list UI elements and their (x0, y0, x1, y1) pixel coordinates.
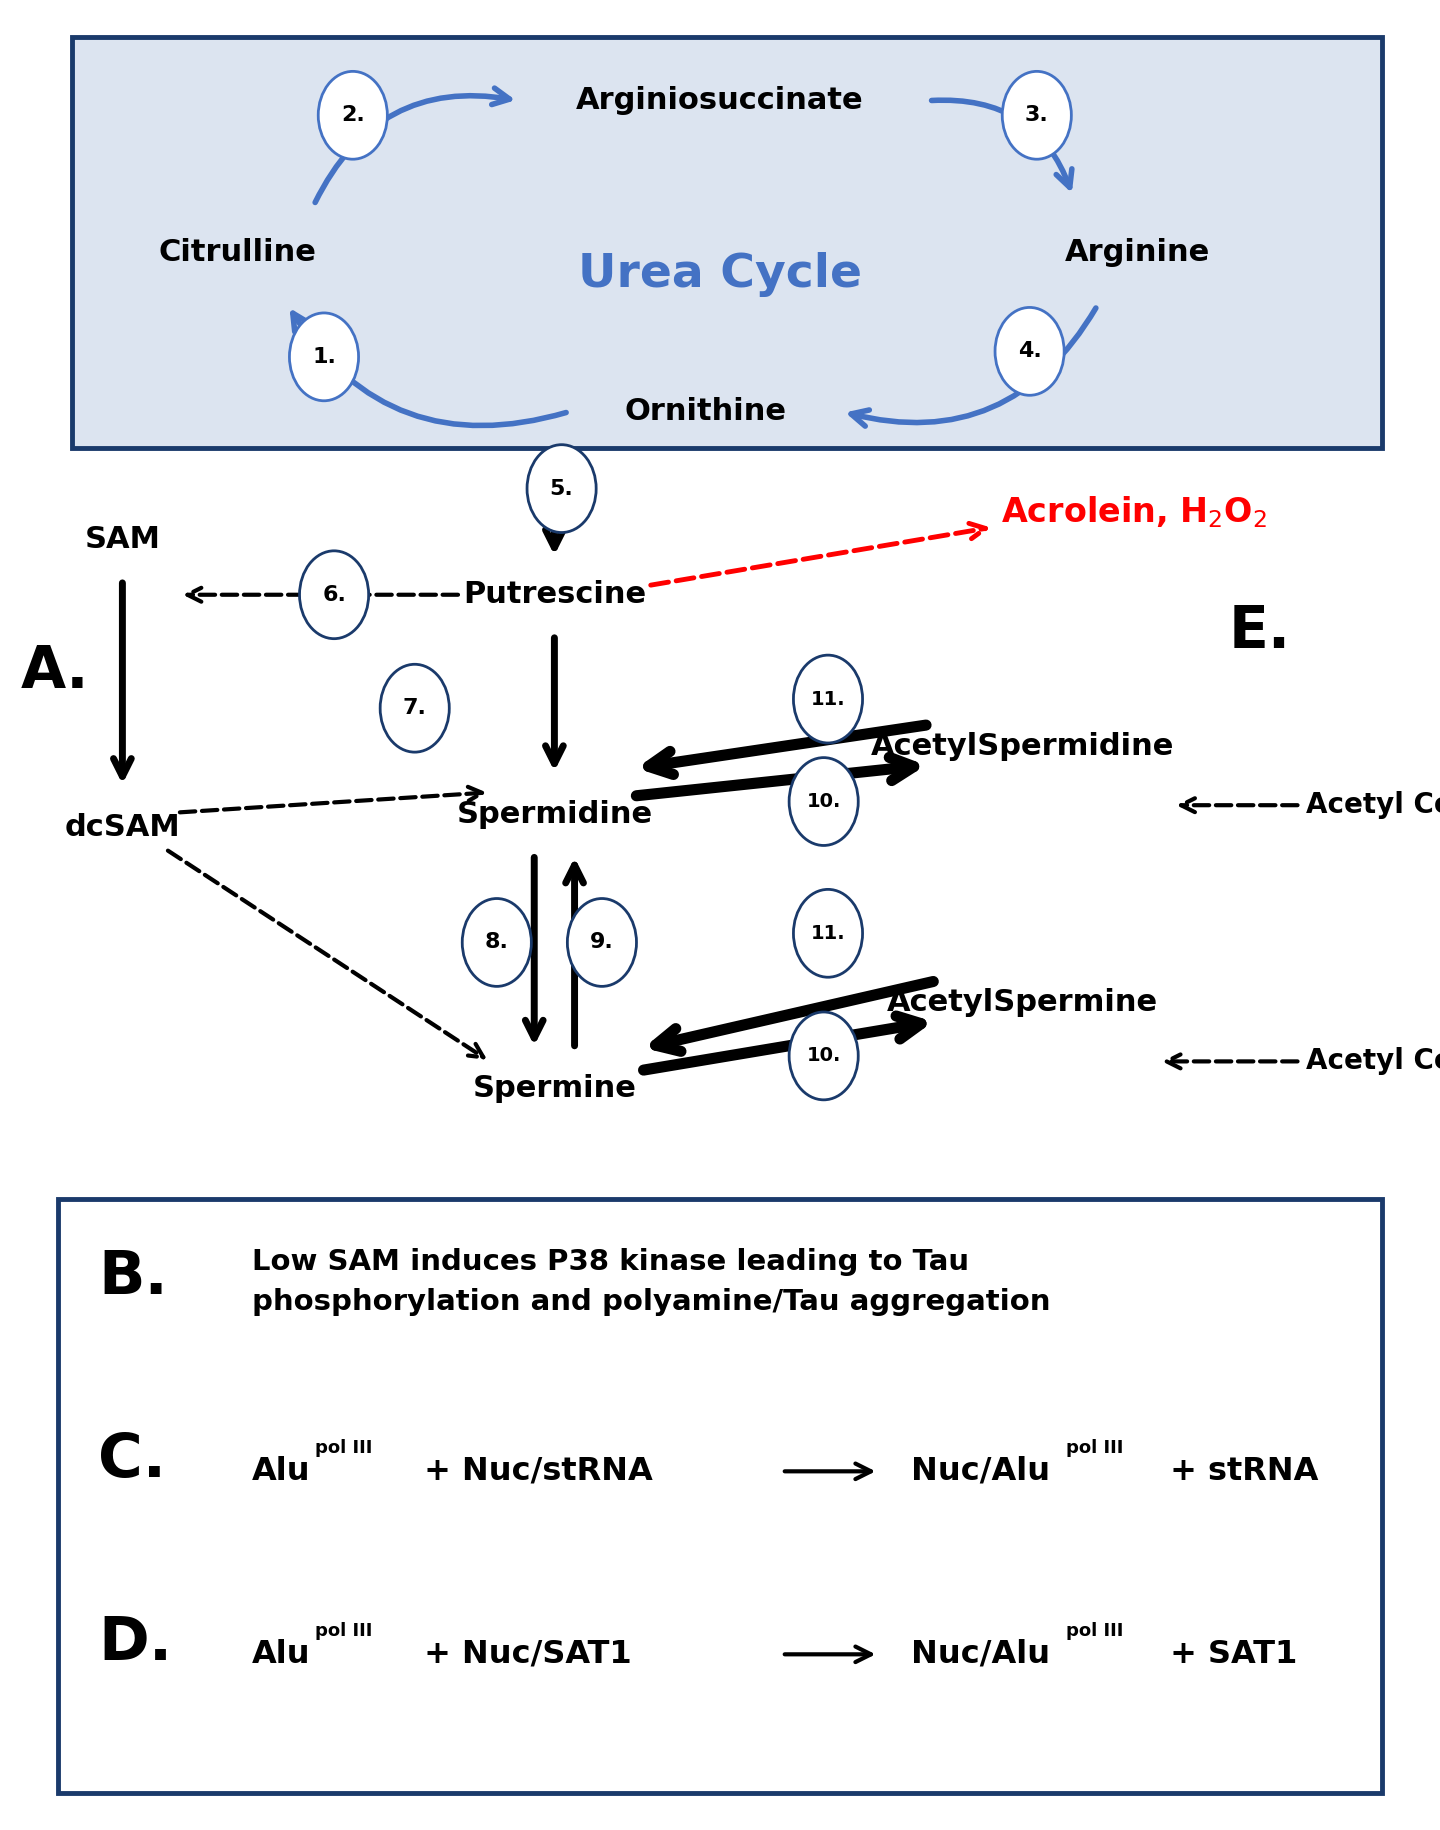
Circle shape (793, 655, 863, 743)
Circle shape (793, 889, 863, 977)
Text: pol III: pol III (1066, 1438, 1123, 1457)
Circle shape (289, 313, 359, 401)
Text: 4.: 4. (1018, 342, 1041, 361)
Text: dcSAM: dcSAM (65, 813, 180, 842)
Circle shape (567, 899, 636, 986)
Text: Alu: Alu (252, 1457, 311, 1486)
Text: SAM: SAM (85, 525, 160, 554)
Text: 8.: 8. (485, 933, 508, 952)
Text: Arginine: Arginine (1066, 238, 1210, 267)
Text: Putrescine: Putrescine (462, 580, 647, 609)
Text: + Nuc/stRNA: + Nuc/stRNA (413, 1457, 664, 1486)
Text: 6.: 6. (323, 586, 346, 604)
Text: Spermine: Spermine (472, 1074, 636, 1103)
Circle shape (318, 71, 387, 159)
Text: Spermidine: Spermidine (456, 800, 652, 829)
Text: 5.: 5. (550, 479, 573, 498)
Text: Low SAM induces P38 kinase leading to Tau
phosphorylation and polyamine/Tau aggr: Low SAM induces P38 kinase leading to Ta… (252, 1248, 1051, 1316)
Text: AcetylSpermine: AcetylSpermine (887, 988, 1158, 1017)
Text: pol III: pol III (315, 1438, 373, 1457)
Text: + SAT1: + SAT1 (1159, 1640, 1297, 1669)
Text: Arginiosuccinate: Arginiosuccinate (576, 86, 864, 115)
Circle shape (1002, 71, 1071, 159)
Text: D.: D. (98, 1614, 171, 1673)
Circle shape (300, 551, 369, 639)
Text: Acrolein, H$_2$O$_2$: Acrolein, H$_2$O$_2$ (1001, 494, 1267, 531)
Circle shape (462, 899, 531, 986)
Text: 11.: 11. (811, 690, 845, 708)
Text: AcetylSpermidine: AcetylSpermidine (871, 732, 1174, 761)
FancyBboxPatch shape (58, 1199, 1382, 1793)
Circle shape (789, 758, 858, 845)
Circle shape (995, 307, 1064, 395)
FancyBboxPatch shape (72, 37, 1382, 448)
Circle shape (380, 664, 449, 752)
Circle shape (527, 445, 596, 533)
Text: 11.: 11. (811, 924, 845, 942)
Text: C.: C. (98, 1431, 166, 1490)
Text: 10.: 10. (806, 1047, 841, 1065)
Text: Acetyl CoA: Acetyl CoA (1306, 1047, 1440, 1076)
Text: 10.: 10. (806, 792, 841, 811)
Text: 1.: 1. (312, 348, 336, 366)
Text: 7.: 7. (403, 699, 426, 717)
Text: pol III: pol III (315, 1621, 373, 1640)
Text: Nuc/Alu: Nuc/Alu (900, 1640, 1050, 1669)
Text: + stRNA: + stRNA (1159, 1457, 1319, 1486)
Text: 3.: 3. (1025, 106, 1048, 124)
Text: Ornithine: Ornithine (625, 397, 786, 426)
Text: + Nuc/SAT1: + Nuc/SAT1 (413, 1640, 644, 1669)
Text: A.: A. (20, 642, 89, 701)
Text: Citrulline: Citrulline (158, 238, 317, 267)
Text: E.: E. (1228, 602, 1292, 661)
Text: 9.: 9. (590, 933, 613, 952)
Text: Urea Cycle: Urea Cycle (577, 253, 863, 296)
Text: pol III: pol III (1066, 1621, 1123, 1640)
Text: Alu: Alu (252, 1640, 311, 1669)
Text: 2.: 2. (341, 106, 364, 124)
Text: Acetyl CoA: Acetyl CoA (1306, 791, 1440, 820)
Text: B.: B. (98, 1248, 167, 1307)
Circle shape (789, 1012, 858, 1100)
Text: Nuc/Alu: Nuc/Alu (900, 1457, 1050, 1486)
